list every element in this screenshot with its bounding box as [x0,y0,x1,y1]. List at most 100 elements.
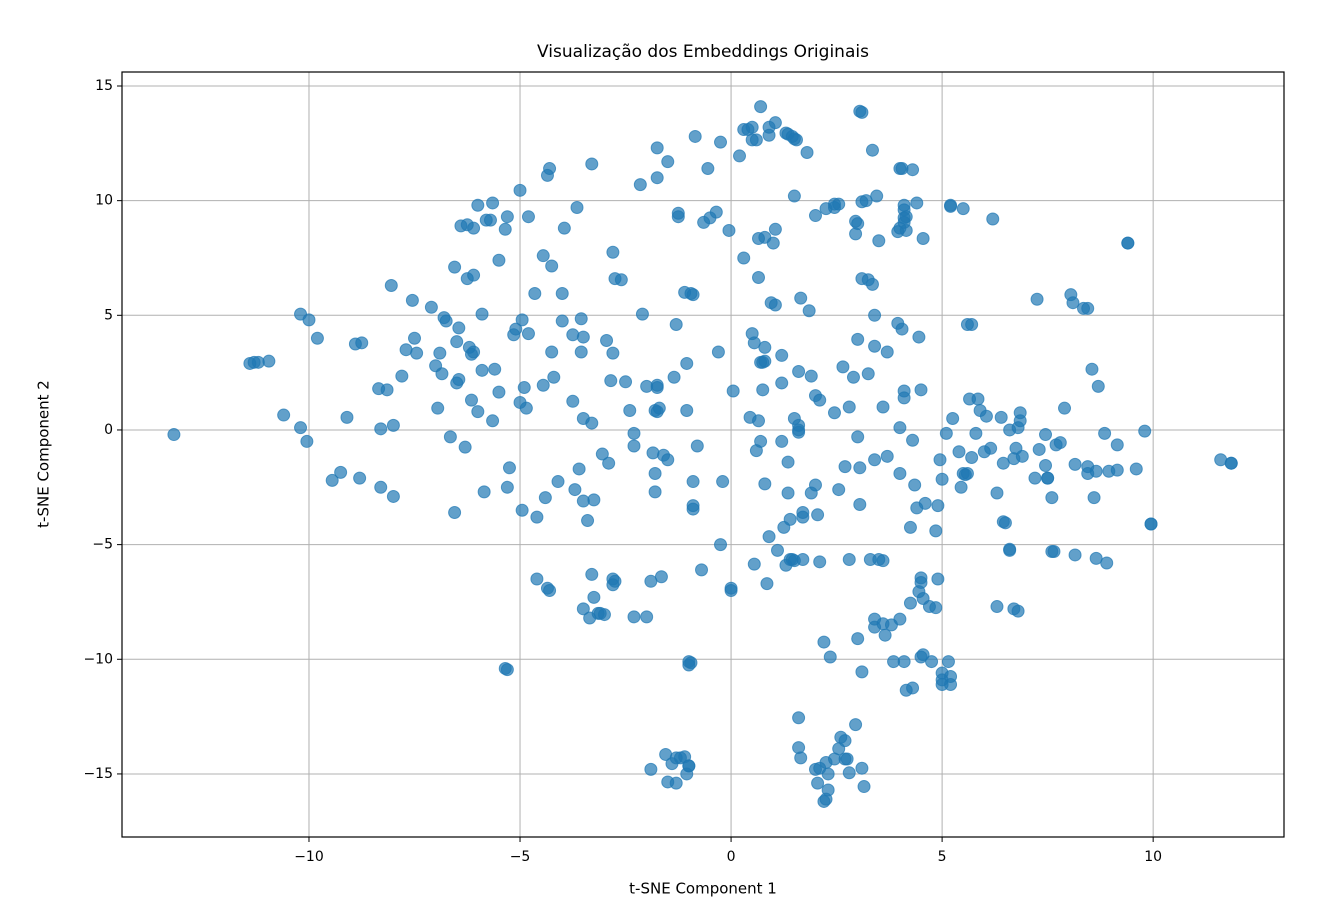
point [652,401,666,415]
point [475,363,489,377]
point [952,445,966,459]
point [787,189,801,203]
point [530,572,544,586]
point [277,408,291,422]
point [568,483,582,497]
point [1098,426,1112,440]
point [502,461,516,475]
point [846,370,860,384]
point [857,780,871,794]
point [821,767,835,781]
y-tick-label: −15 [83,766,113,782]
point [374,480,388,494]
point [1058,401,1072,415]
point [488,362,502,376]
point [325,473,339,487]
point [334,465,348,479]
point [405,293,419,307]
point [897,655,911,669]
point [566,394,580,408]
point [1028,471,1042,485]
point [855,761,869,775]
point [1100,556,1114,570]
point [899,223,913,237]
point [954,480,968,494]
x-axis-label: t-SNE Component 1 [629,880,777,898]
point [929,524,943,538]
point [893,421,907,435]
point [851,632,865,646]
point [555,314,569,328]
point [914,575,928,589]
point [521,327,535,341]
point [868,308,882,322]
point [986,212,1000,226]
point [355,336,369,350]
point [464,393,478,407]
point [840,752,854,766]
point [876,400,890,414]
point [686,288,700,302]
point [431,401,445,415]
point [899,210,913,224]
point [838,460,852,474]
point [623,403,637,417]
point [925,655,939,669]
point [247,355,261,369]
point [606,578,620,592]
point [536,378,550,392]
y-tick-label: 5 [104,307,113,323]
point [770,543,784,557]
point [585,567,599,581]
point [849,718,863,732]
point [1013,414,1027,428]
point [842,766,856,780]
point [671,206,685,220]
point [167,428,181,442]
point [794,291,808,305]
point [752,270,766,284]
point [792,711,806,725]
point [745,120,759,134]
point [661,155,675,169]
point [1039,459,1053,473]
point [832,197,846,211]
point [380,383,394,397]
x-tick-label: 0 [727,849,736,865]
point [758,477,772,491]
point [701,162,715,176]
point [792,425,806,439]
point [758,354,772,368]
point [680,403,694,417]
point [775,434,789,448]
point [433,346,447,360]
point [595,447,609,461]
point [990,486,1004,500]
point [912,330,926,344]
point [574,312,588,326]
point [669,776,683,790]
point [1045,491,1059,505]
point [813,393,827,407]
point [766,236,780,250]
point [808,478,822,492]
point [300,434,314,448]
point [1081,301,1095,315]
point [386,418,400,432]
chart-title: Visualização dos Embeddings Originais [537,42,869,62]
point [448,506,462,520]
point [682,658,696,672]
point [648,485,662,499]
point [804,369,818,383]
point [646,446,660,460]
point [747,557,761,571]
point [1110,463,1124,477]
point [941,655,955,669]
point [872,234,886,248]
point [500,480,514,494]
point [695,563,709,577]
point [944,199,958,213]
x-tick-label: −10 [294,849,324,865]
point [876,554,890,568]
point [714,538,728,552]
